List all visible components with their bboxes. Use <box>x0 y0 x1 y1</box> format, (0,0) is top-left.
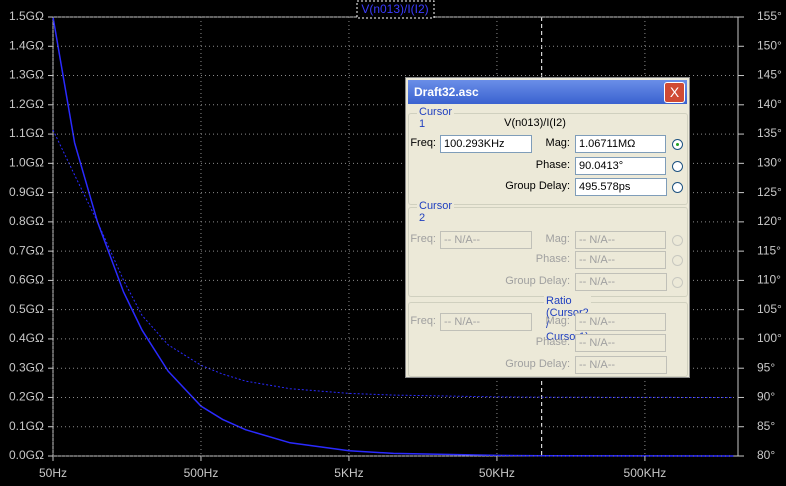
phase-label: Phase: <box>535 336 570 348</box>
phase-field: -- N/A-- <box>575 334 666 352</box>
close-button[interactable]: X <box>664 82 685 103</box>
y-tick-label: 0.0GΩ <box>9 448 44 462</box>
group-delay-label: Group Delay: <box>505 358 570 370</box>
x-tick-label: 5KHz <box>334 466 363 480</box>
y-tick-label: 0.9GΩ <box>9 185 44 199</box>
y2-tick-label: 90° <box>757 390 775 404</box>
y-tick-label: 0.8GΩ <box>9 214 44 228</box>
group-delay-field[interactable]: 495.578ps <box>575 178 667 196</box>
y2-tick-label: 155° <box>757 9 782 23</box>
y2-tick-label: 85° <box>757 419 775 433</box>
freq-field: -- N/A-- <box>440 231 532 249</box>
radio-button <box>672 255 683 266</box>
group-delay-label: Group Delay: <box>505 275 570 287</box>
y2-tick-label: 105° <box>757 302 782 316</box>
group-delay-label: Group Delay: <box>505 180 570 192</box>
trace-name: V(n013)/I(I2) <box>504 117 566 129</box>
group-delay-field: -- N/A-- <box>575 356 667 374</box>
group-box <box>408 113 688 205</box>
y2-tick-label: 120° <box>757 214 782 228</box>
y-tick-label: 0.5GΩ <box>9 302 44 316</box>
mag-label: Mag: <box>545 315 570 327</box>
mag-field[interactable]: 1.06711MΩ <box>575 135 666 153</box>
radio-button[interactable] <box>672 161 683 172</box>
dialog-title: Draft32.asc <box>414 85 479 99</box>
x-tick-label: 50Hz <box>39 466 67 480</box>
y-tick-label: 1.4GΩ <box>9 38 44 52</box>
radio-button[interactable] <box>672 139 683 150</box>
y-tick-label: 1.0GΩ <box>9 156 44 170</box>
y-tick-label: 0.6GΩ <box>9 273 44 287</box>
y-tick-label: 0.4GΩ <box>9 331 44 345</box>
x-tick-label: 50KHz <box>479 466 515 480</box>
freq-label: Freq: <box>410 137 436 149</box>
radio-button <box>672 235 683 246</box>
group-label: Cursor 2 <box>417 200 455 224</box>
y2-tick-label: 135° <box>757 126 782 140</box>
y-tick-label: 1.2GΩ <box>9 97 44 111</box>
y-tick-label: 1.3GΩ <box>9 68 44 82</box>
radio-button[interactable] <box>672 182 683 193</box>
phase-label: Phase: <box>535 159 570 171</box>
y2-tick-label: 110° <box>757 273 781 287</box>
mag-field: -- N/A-- <box>575 313 666 331</box>
y2-tick-label: 145° <box>757 68 782 82</box>
freq-label: Freq: <box>410 233 436 245</box>
x-tick-label: 500KHz <box>624 466 667 480</box>
y-tick-label: 0.7GΩ <box>9 243 44 257</box>
mag-label: Mag: <box>545 137 570 149</box>
phase-field[interactable]: 90.0413° <box>575 157 666 175</box>
group-label: Cursor 1 <box>417 106 455 130</box>
y-tick-label: 1.5GΩ <box>9 9 44 23</box>
y-tick-label: 0.3GΩ <box>9 360 44 374</box>
mag-label: Mag: <box>545 233 570 245</box>
y2-tick-label: 150° <box>757 38 782 52</box>
magnitude-line <box>52 16 735 457</box>
y-tick-label: 0.2GΩ <box>9 390 44 404</box>
phase-label: Phase: <box>535 253 570 265</box>
mag-field: -- N/A-- <box>575 231 666 249</box>
x-tick-label: 500Hz <box>184 466 219 480</box>
freq-field[interactable]: 100.293KHz <box>440 135 532 153</box>
phase-line <box>52 129 735 398</box>
y2-tick-label: 80° <box>757 448 775 462</box>
y2-tick-label: 125° <box>757 185 782 199</box>
y-tick-label: 1.1GΩ <box>9 126 44 140</box>
title-bar: Draft32.asc X <box>408 80 687 104</box>
group-delay-field: -- N/A-- <box>575 273 667 291</box>
freq-field: -- N/A-- <box>440 313 532 331</box>
phase-field: -- N/A-- <box>575 251 666 269</box>
y2-tick-label: 100° <box>757 331 782 345</box>
y2-tick-label: 115° <box>757 243 781 257</box>
y-tick-label: 0.1GΩ <box>9 419 44 433</box>
y2-tick-label: 130° <box>757 156 782 170</box>
chart-title: V(n013)/I(I2) <box>361 2 428 16</box>
y2-tick-label: 95° <box>757 360 775 374</box>
cursor-dialog: Draft32.asc X Cursor 1 V(n013)/I(I2) Freq:… <box>405 77 690 378</box>
radio-button <box>672 277 683 288</box>
freq-label: Freq: <box>410 315 436 327</box>
title-box <box>356 0 435 19</box>
y2-tick-label: 140° <box>757 97 782 111</box>
